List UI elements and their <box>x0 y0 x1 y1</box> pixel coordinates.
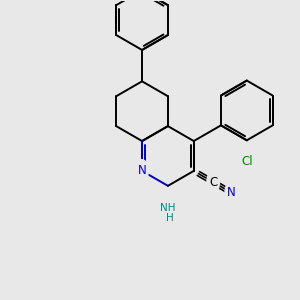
Text: C: C <box>209 176 217 189</box>
Ellipse shape <box>136 160 148 182</box>
Ellipse shape <box>207 171 220 193</box>
Text: H: H <box>166 213 173 223</box>
Text: N: N <box>227 186 236 199</box>
Ellipse shape <box>234 150 260 172</box>
Ellipse shape <box>225 182 238 204</box>
Ellipse shape <box>164 208 175 228</box>
Text: Cl: Cl <box>241 155 253 168</box>
Text: NH: NH <box>160 202 176 213</box>
Ellipse shape <box>157 198 179 218</box>
Text: N: N <box>138 164 146 177</box>
